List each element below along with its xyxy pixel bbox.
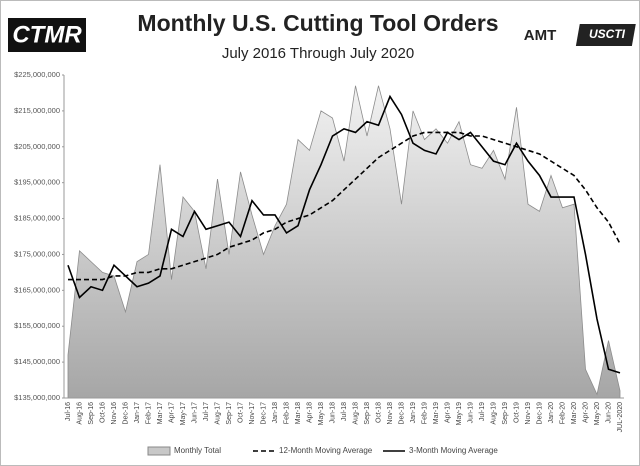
logo-ctmr: CTMR (12, 21, 82, 48)
x-tick-label: Sep-17 (226, 402, 233, 425)
x-tick-label: Apr-19 (444, 402, 451, 423)
x-tick-label: Nov-16 (111, 402, 118, 425)
x-tick-label: Nov-17 (249, 402, 256, 425)
area (67, 85, 621, 399)
x-tick-label: Oct-18 (375, 402, 382, 423)
x-tick-label: JUL-2020 (617, 402, 624, 432)
x-tick-label: Aug-17 (214, 402, 221, 425)
x-tick-label: Oct-17 (237, 402, 244, 423)
y-tick-label: $185,000,000 (14, 214, 60, 223)
x-tick-label: Jun-18 (329, 402, 336, 424)
x-tick-label: Aug-18 (352, 402, 359, 425)
y-tick-label: $205,000,000 (14, 142, 60, 151)
legend-swatch (147, 446, 171, 456)
line (67, 94, 621, 374)
x-tick-label: Mar-19 (433, 402, 440, 424)
logo-uscti: USCTI (589, 27, 626, 41)
x-tick-label: Sep-16 (88, 402, 95, 425)
x-tick-label: Dec-18 (398, 402, 405, 425)
y-tick-label: $215,000,000 (14, 106, 60, 115)
x-tick-label: Nov-18 (387, 402, 394, 425)
x-tick-label: Mar-17 (157, 402, 164, 424)
x-tick-label: Mar-18 (295, 402, 302, 424)
x-tick-label: Jan-19 (410, 402, 417, 424)
x-tick-label: Dec-17 (260, 402, 267, 425)
x-tick-label: Aug-16 (76, 402, 83, 425)
x-tick-label: Jul-16 (65, 402, 72, 421)
line (68, 131, 621, 281)
x-tick-label: Jan-20 (548, 402, 555, 424)
y-tick-label: $135,000,000 (14, 393, 60, 402)
x-tick-label: Dec-19 (536, 402, 543, 425)
x-tick-label: Feb-20 (559, 402, 566, 424)
x-tick-label: Jul-18 (341, 402, 348, 421)
chart-title: Monthly U.S. Cutting Tool Orders (137, 10, 498, 36)
x-tick-label: Mar-20 (571, 402, 578, 424)
x-tick-label: Apr-18 (306, 402, 313, 423)
x-tick-label: Sep-18 (364, 402, 371, 425)
y-tick-label: $175,000,000 (14, 249, 60, 258)
x-tick-label: Apr-17 (168, 402, 175, 423)
y-tick-label: $155,000,000 (14, 321, 60, 330)
y-tick-label: $145,000,000 (14, 357, 60, 366)
logo-box (8, 18, 86, 52)
x-tick-label: Feb-18 (283, 402, 290, 424)
chart-subtitle: July 2016 Through July 2020 (222, 45, 414, 62)
x-tick-label: Oct-19 (513, 402, 520, 423)
x-tick-label: Jul-19 (479, 402, 486, 421)
legend-label: 12-Month Moving Average (279, 446, 373, 455)
x-tick-label: Nov-19 (525, 402, 532, 425)
x-tick-label: Dec-16 (122, 402, 129, 425)
logo-box (575, 24, 636, 46)
x-tick-label: May-18 (318, 402, 325, 425)
x-tick-label: Jan-17 (134, 402, 141, 424)
x-tick-label: Oct-16 (99, 402, 106, 423)
x-tick-label: Sep-19 (502, 402, 509, 425)
x-tick-label: Jun-20 (605, 402, 612, 424)
y-tick-label: $165,000,000 (14, 285, 60, 294)
x-tick-label: Feb-19 (421, 402, 428, 424)
x-tick-label: Aug-19 (490, 402, 497, 425)
legend-label: Monthly Total (174, 446, 221, 455)
x-tick-label: Feb-17 (145, 402, 152, 424)
y-tick-label: $195,000,000 (14, 178, 60, 187)
x-tick-label: Jun-19 (467, 402, 474, 424)
x-tick-label: May-17 (180, 402, 187, 425)
x-tick-label: May-20 (594, 402, 601, 425)
logo-amt: AMT (524, 27, 557, 44)
y-tick-label: $225,000,000 (14, 70, 60, 79)
x-tick-label: Jan-18 (272, 402, 279, 424)
x-tick-label: Jul-17 (203, 402, 210, 421)
legend-label: 3-Month Moving Average (409, 446, 498, 455)
x-tick-label: Jun-17 (191, 402, 198, 424)
x-tick-label: May-19 (456, 402, 463, 425)
x-tick-label: Apr-20 (582, 402, 589, 423)
